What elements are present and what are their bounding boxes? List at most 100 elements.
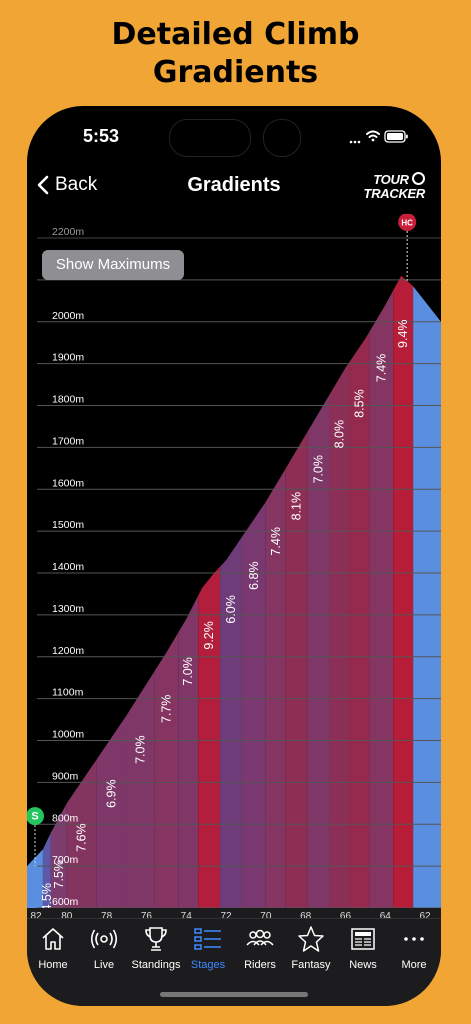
gradient-label: 9.4% — [396, 319, 410, 348]
chevron-left-icon — [37, 175, 49, 195]
tab-standings[interactable]: Standings — [130, 923, 182, 971]
y-tick-label: 1200m — [52, 645, 84, 657]
home-indicator — [160, 992, 308, 997]
gradient-label: 6.8% — [247, 561, 261, 590]
trophy-icon — [130, 923, 182, 955]
gradient-label: 8.0% — [332, 420, 346, 449]
tab-label: News — [349, 959, 377, 971]
y-tick-label: 1000m — [52, 729, 84, 741]
hc-marker — [398, 214, 417, 231]
elevation-profile: 2200m2100m2000m1900m1800m1700m1600m1500m… — [27, 214, 441, 922]
tab-label: Riders — [244, 959, 276, 971]
gradient-label: 7.4% — [269, 527, 283, 556]
wifi-icon — [366, 130, 380, 142]
y-tick-label: 800m — [52, 812, 79, 824]
y-tick-label: 1800m — [52, 394, 84, 406]
gradient-segment — [349, 275, 370, 908]
x-tick-label: 68 — [300, 911, 312, 922]
start-marker — [27, 807, 44, 826]
y-tick-label: 2200m — [52, 226, 84, 238]
x-tick-label: 76 — [141, 911, 153, 922]
gradient-segment — [329, 275, 350, 908]
gradient-segment — [369, 275, 394, 908]
home-icon — [27, 923, 79, 955]
x-tick-label: 70 — [260, 911, 272, 922]
tab-more[interactable]: More — [388, 923, 440, 971]
x-tick-label: 66 — [340, 911, 352, 922]
back-button[interactable]: Back — [37, 174, 97, 196]
gradient-label: 6.9% — [105, 779, 119, 808]
tab-bar: Home Live Standings Stages Riders Fantasy News… — [27, 918, 441, 1006]
dynamic-island — [169, 119, 251, 157]
tab-label: Live — [93, 959, 115, 971]
x-tick-label: 72 — [220, 911, 232, 922]
x-tick-label: 80 — [61, 911, 73, 922]
gradient-label: 7.7% — [159, 695, 173, 724]
tab-live[interactable]: Live — [78, 923, 130, 971]
status-icons — [349, 128, 409, 149]
target-icon — [412, 172, 425, 185]
gradient-label: 7.0% — [312, 455, 326, 484]
x-tick-label: 74 — [181, 911, 193, 922]
riders-icon — [234, 923, 286, 955]
marker-label: S — [31, 811, 38, 823]
gradient-label: 7.0% — [181, 657, 195, 686]
y-tick-label: 1700m — [52, 435, 84, 447]
news-icon — [337, 923, 389, 955]
tab-label: Fantasy — [291, 959, 331, 971]
signal-icon — [349, 140, 361, 144]
status-time: 5:53 — [83, 126, 120, 146]
tab-news[interactable]: News — [337, 923, 389, 971]
x-tick-label: 62 — [420, 911, 432, 922]
headline-line-2: Gradients — [152, 55, 319, 90]
tab-label: Home — [38, 959, 68, 971]
gradient-label: 4.5% — [40, 883, 54, 912]
y-tick-label: 600m — [52, 896, 79, 908]
star-icon — [285, 923, 337, 955]
y-tick-label: 1100m — [52, 687, 84, 699]
gradient-segment — [307, 275, 330, 908]
gradient-label: 7.0% — [133, 735, 147, 764]
marker-label: HC — [401, 219, 413, 228]
nav-bar: Back Gradients TOUR TRACKER — [27, 166, 441, 210]
y-tick-label: 1600m — [52, 477, 84, 489]
gradient-label: 6.0% — [224, 595, 238, 624]
y-tick-label: 1400m — [52, 561, 84, 573]
tab-stages[interactable]: Stages — [182, 923, 234, 971]
camera-cutout — [263, 119, 301, 157]
tab-home[interactable]: Home — [27, 923, 79, 971]
live-icon — [78, 923, 130, 955]
battery-icon — [384, 130, 408, 143]
gradient-label: 9.2% — [202, 621, 216, 650]
phone-screen: 5:53 Back Gradients — [27, 106, 441, 1006]
gradient-chart: 2200m2100m2000m1900m1800m1700m1600m1500m… — [27, 214, 441, 926]
gradient-label: 7.4% — [374, 354, 388, 383]
promo-headline: Detailed Climb Gradients — [0, 16, 471, 92]
tab-label: Standings — [131, 959, 181, 971]
gradient-segment — [413, 275, 441, 908]
tab-label: More — [401, 959, 427, 971]
tab-fantasy[interactable]: Fantasy — [285, 923, 337, 971]
status-bar: 5:53 — [27, 106, 441, 166]
gradient-label: 7.5% — [52, 860, 66, 889]
gradient-label: 8.5% — [352, 389, 366, 418]
y-tick-label: 1300m — [52, 603, 84, 615]
x-tick-label: 78 — [101, 911, 113, 922]
gradient-label: 7.6% — [75, 823, 89, 852]
gradient-segment — [393, 275, 414, 908]
tab-label: Stages — [190, 959, 226, 971]
y-tick-label: 700m — [52, 854, 79, 866]
x-tick-label: 82 — [30, 911, 42, 922]
show-maximums-button[interactable]: Show Maximums — [42, 250, 184, 280]
tour-tracker-logo: TOUR TRACKER — [363, 172, 425, 201]
tab-riders[interactable]: Riders — [234, 923, 286, 971]
headline-line-1: Detailed Climb — [111, 17, 360, 52]
x-tick-label: 64 — [380, 911, 392, 922]
y-tick-label: 1500m — [52, 519, 84, 531]
y-tick-label: 2000m — [52, 310, 84, 322]
y-tick-label: 900m — [52, 770, 79, 782]
stages-icon — [182, 923, 234, 955]
back-label: Back — [55, 174, 98, 195]
y-tick-label: 1900m — [52, 352, 84, 364]
gradient-label: 8.1% — [290, 492, 304, 521]
